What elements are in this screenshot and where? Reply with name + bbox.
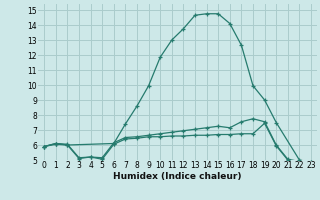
X-axis label: Humidex (Indice chaleur): Humidex (Indice chaleur) [113,172,242,181]
